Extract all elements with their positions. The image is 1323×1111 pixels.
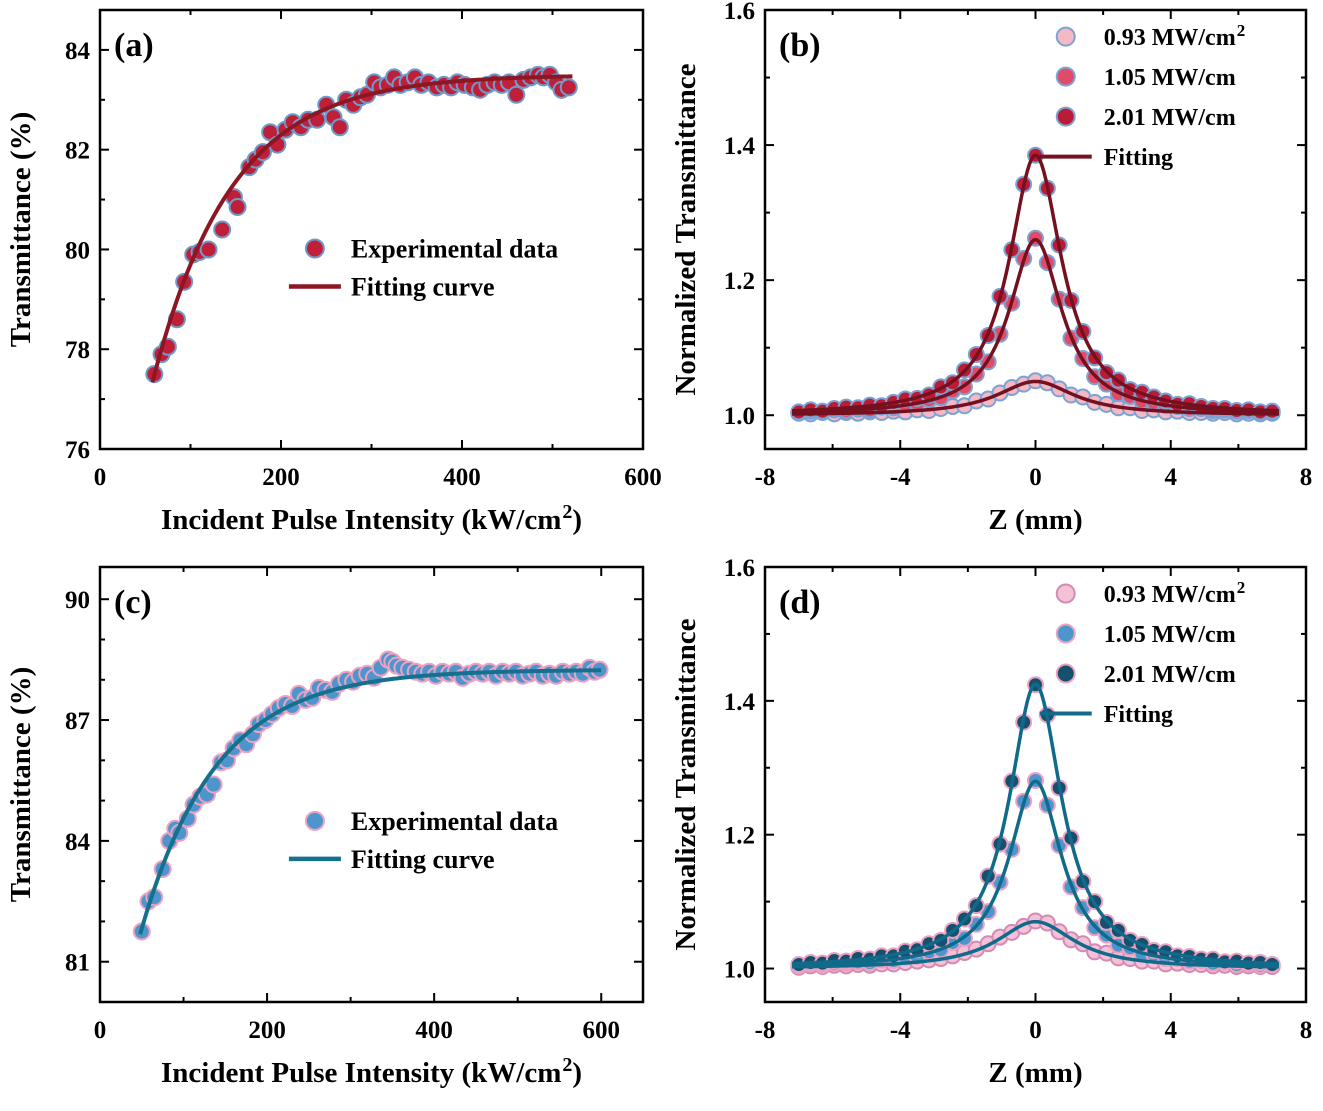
panel-a-transmittance-vs-intensity-chart: [0, 0, 661, 555]
panel-c-transmittance-vs-intensity-chart: [0, 555, 661, 1110]
panel-b-zscan-normalized-transmittance-chart: [661, 0, 1322, 555]
panel-d-zscan-normalized-transmittance-chart: [661, 555, 1322, 1110]
